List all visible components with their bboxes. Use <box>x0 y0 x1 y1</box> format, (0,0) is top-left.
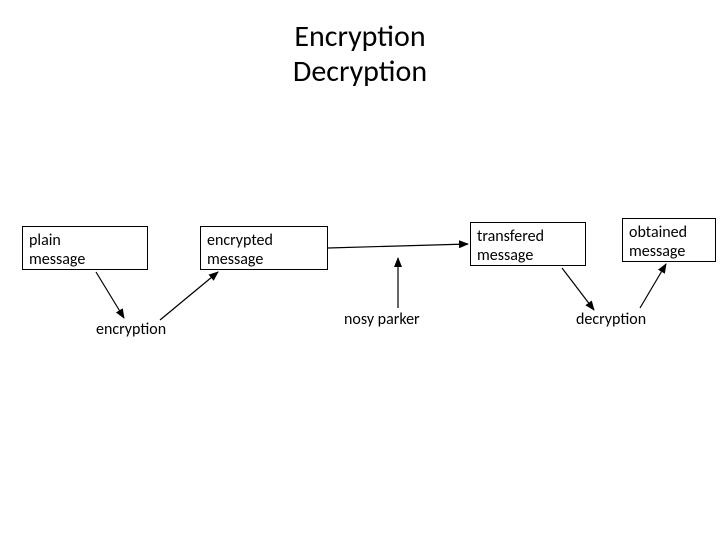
transfered-line2: message <box>477 246 533 265</box>
encrypted-line2: message <box>207 250 263 269</box>
obtained-message-box: obtained message <box>622 218 716 262</box>
arrow-transfered-box <box>562 268 594 310</box>
obtained-line2: message <box>629 242 685 261</box>
arrow-decryption-label <box>640 264 666 308</box>
plain-message-box: plain message <box>22 226 148 270</box>
title-line2: Decryption <box>293 53 427 90</box>
arrow-encrypted-box <box>328 244 468 248</box>
plain-line2: message <box>29 250 85 269</box>
obtained-line1: obtained <box>629 223 687 242</box>
transfered-message-box: transfered message <box>470 222 586 266</box>
encryption-label: encryption <box>96 320 166 339</box>
decryption-label: decryption <box>576 310 646 329</box>
arrow-encryption-label <box>160 272 218 320</box>
encrypted-message-box: encrypted message <box>200 226 328 270</box>
transfered-line1: transfered <box>477 227 544 246</box>
encrypted-line1: encrypted <box>207 231 273 250</box>
arrow-plain-box-br <box>96 272 124 318</box>
plain-line1: plain <box>29 231 61 250</box>
title-line1: Encryption <box>294 18 425 55</box>
nosy-parker-label: nosy parker <box>344 310 420 329</box>
diagram-title: Encryption Decryption <box>0 20 720 89</box>
